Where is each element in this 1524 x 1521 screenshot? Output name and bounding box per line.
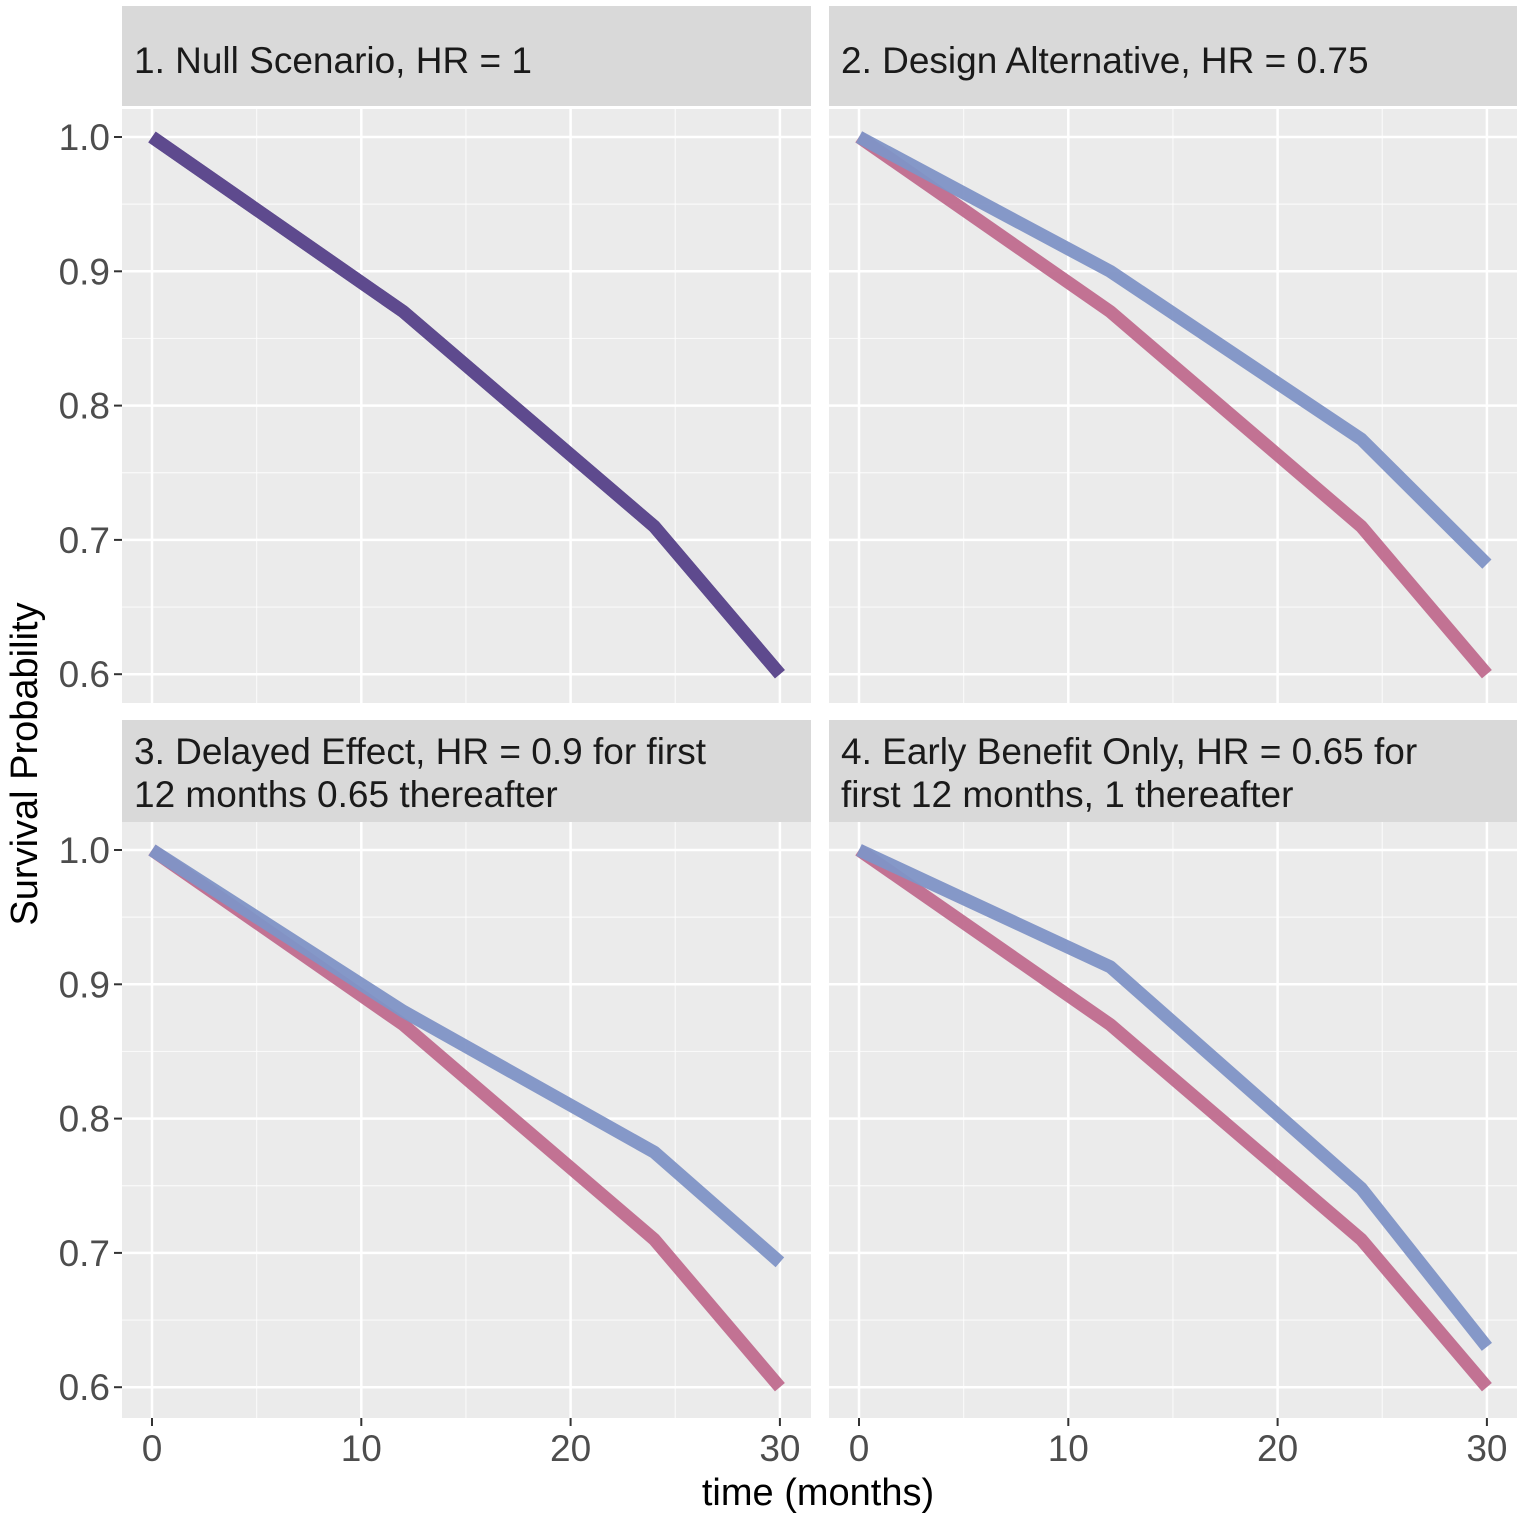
facet-panel-4: 4. Early Benefit Only, HR = 0.65 forfirs…: [829, 720, 1517, 1418]
x-tick-label: 20: [1257, 1428, 1298, 1469]
facet-strip: [829, 6, 1517, 106]
axes-layer: 0.6 0.7 0.8 0.9 1.0 0.6 0.7 0.8 0.9 1.0 0 10 20 30 0 10…: [59, 117, 1508, 1469]
facet-panel-3: 3. Delayed Effect, HR = 0.9 for first12 …: [122, 720, 811, 1418]
series-line-control: [855, 131, 1492, 679]
y-tick-label: 0.7: [59, 1233, 110, 1274]
x-tick-label: 10: [1048, 1428, 1089, 1469]
x-tick-label: 0: [849, 1428, 870, 1469]
y-axis-title: Survival Probability: [4, 602, 46, 925]
y-tick-label: 0.9: [59, 964, 110, 1005]
facet-strip: [122, 720, 811, 822]
facet-strip: [829, 720, 1517, 822]
series-line-control: [855, 844, 1492, 1392]
series-line-treatment: [856, 844, 1492, 1351]
series-line-treatment: [148, 131, 785, 679]
y-tick-label: 0.9: [59, 251, 110, 292]
panels-layer: 1. Null Scenario, HR = 1 2. Design Altern…: [122, 6, 1517, 1418]
y-tick-label: 0.7: [59, 520, 110, 561]
y-tick-label: 0.8: [59, 1099, 110, 1140]
x-tick-label: 30: [759, 1428, 800, 1469]
y-tick-label: 1.0: [59, 830, 110, 871]
facet-title-line: 2. Design Alternative, HR = 0.75: [841, 40, 1369, 81]
facet-title-line: first 12 months, 1 thereafter: [841, 774, 1293, 815]
x-tick-label: 30: [1466, 1428, 1507, 1469]
y-tick-label: 0.6: [59, 1367, 110, 1408]
x-tick-label: 10: [341, 1428, 382, 1469]
y-tick-label: 1.0: [59, 117, 110, 158]
facet-title-line: 1. Null Scenario, HR = 1: [134, 40, 532, 81]
x-tick-label: 0: [142, 1428, 163, 1469]
facet-panel-1: 1. Null Scenario, HR = 1: [122, 6, 811, 703]
y-tick-label: 0.6: [59, 654, 110, 695]
series-line-treatment: [855, 131, 1492, 569]
y-tick-label: 0.8: [59, 386, 110, 427]
series-line-treatment: [148, 844, 785, 1268]
facet-title-line: 12 months 0.65 thereafter: [134, 774, 558, 815]
x-axis-title: time (months): [702, 1472, 934, 1514]
facet-strip: [122, 6, 811, 106]
facet-title-line: 4. Early Benefit Only, HR = 0.65 for: [841, 731, 1417, 772]
facet-title-line: 3. Delayed Effect, HR = 0.9 for first: [134, 731, 707, 772]
x-tick-label: 20: [550, 1428, 591, 1469]
facet-panel-2: 2. Design Alternative, HR = 0.75: [829, 6, 1517, 703]
